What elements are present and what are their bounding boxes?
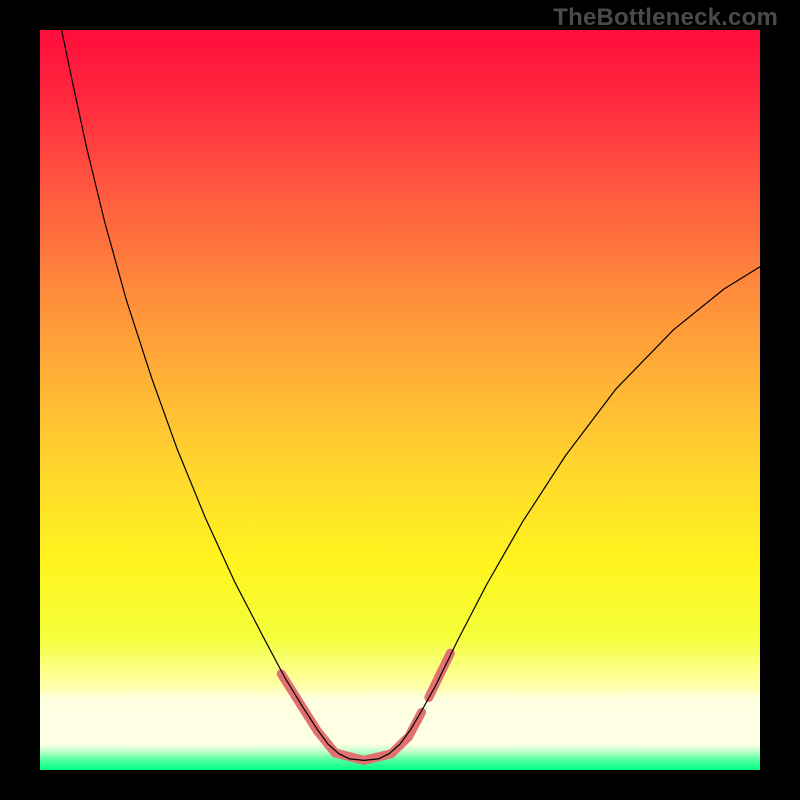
frame-border-left <box>0 0 40 800</box>
frame-border-right <box>760 0 800 800</box>
bottleneck-chart <box>0 0 800 800</box>
watermark-text: TheBottleneck.com <box>553 4 778 32</box>
frame-border-bottom <box>0 770 800 800</box>
gradient-background <box>40 30 760 770</box>
